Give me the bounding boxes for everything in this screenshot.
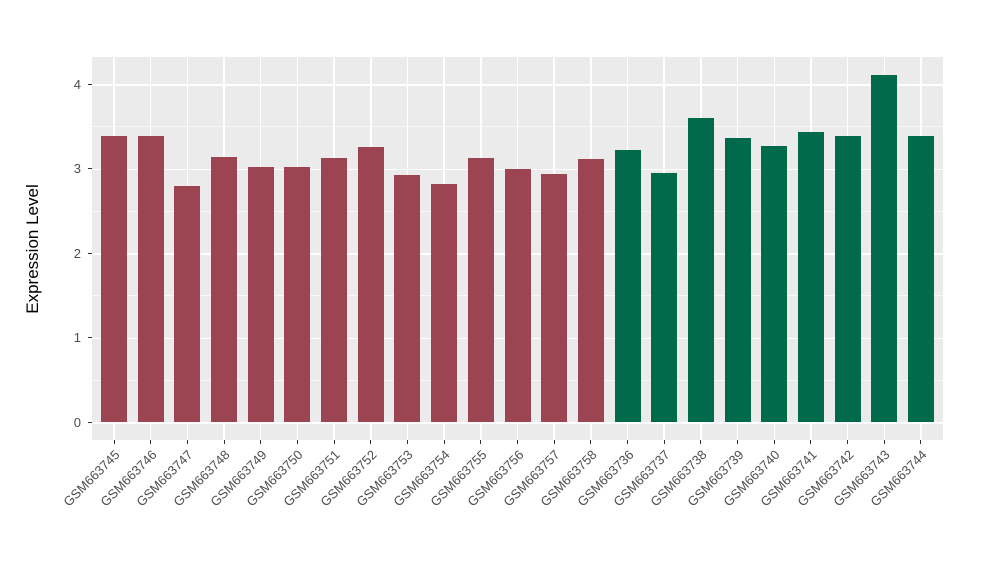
y-axis-tick (88, 421, 92, 423)
x-axis-tick (810, 440, 812, 444)
x-axis-tick (920, 440, 922, 444)
bar-GSM663753 (394, 174, 421, 423)
bar-GSM663758 (577, 159, 604, 423)
bar-GSM663755 (467, 158, 494, 423)
x-axis-tick (517, 440, 518, 444)
bar-GSM663747 (174, 186, 201, 423)
x-axis-tick (773, 440, 775, 444)
y-tick-label: 3 (73, 161, 81, 177)
x-axis-tick (553, 440, 555, 444)
y-tick-label: 4 (73, 76, 81, 92)
bar-GSM663745 (101, 136, 127, 423)
bar-GSM663749 (247, 166, 274, 423)
x-axis-tick (113, 440, 115, 444)
x-axis-tick (480, 440, 482, 444)
x-axis-tick (406, 440, 408, 444)
y-axis-tick (88, 83, 92, 85)
y-tick-label: 2 (73, 245, 81, 261)
x-axis-tick (260, 440, 262, 444)
bar-GSM663744 (907, 136, 934, 423)
x-axis-tick (370, 440, 372, 444)
y-axis-title: Expression Level (23, 183, 42, 314)
x-axis-tick (296, 440, 298, 444)
bar-GSM663738 (687, 117, 714, 423)
bar-GSM663756 (504, 168, 531, 423)
x-axis-tick (186, 440, 188, 444)
x-axis-tick (883, 440, 885, 444)
x-axis-tick (590, 440, 592, 444)
x-axis-tick (150, 440, 152, 444)
x-axis-tick (700, 440, 702, 444)
bar-GSM663746 (137, 136, 164, 423)
x-axis-tick (443, 440, 445, 444)
bar-GSM663743 (871, 74, 898, 423)
bar-GSM663737 (651, 172, 678, 423)
x-axis-tick (333, 440, 335, 444)
x-axis-tick (627, 440, 629, 444)
bar-GSM663752 (357, 147, 384, 423)
y-tick-label: 1 (73, 330, 81, 346)
y-axis-tick (88, 168, 92, 170)
bar-GSM663754 (431, 183, 458, 423)
y-axis-tick (88, 337, 92, 339)
x-axis-tick (223, 440, 225, 444)
y-tick-label: 0 (73, 414, 81, 430)
x-axis-tick (663, 440, 665, 444)
bar-GSM663750 (284, 166, 311, 423)
bar-GSM663751 (321, 158, 348, 423)
bar-GSM663742 (834, 136, 861, 423)
bar-GSM663740 (761, 145, 788, 423)
bar-GSM663739 (724, 138, 751, 423)
bar-GSM663741 (797, 132, 824, 423)
x-axis-tick (737, 440, 739, 444)
bar-GSM663748 (211, 156, 238, 423)
bar-GSM663736 (614, 150, 641, 423)
x-axis-tick (847, 440, 849, 444)
y-axis-tick (88, 252, 92, 254)
bar-GSM663757 (541, 173, 568, 423)
